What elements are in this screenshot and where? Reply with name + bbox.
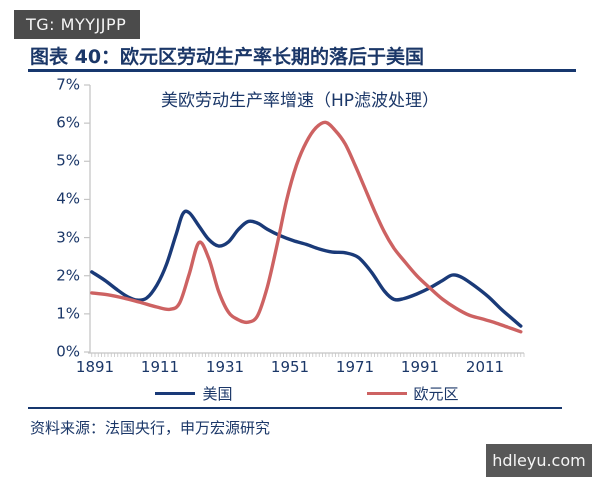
- y-axis-tick-label: 5%: [56, 151, 80, 170]
- x-axis-tick-label: 1931: [205, 358, 245, 376]
- series-line-us: [90, 209, 523, 328]
- x-axis-tick-label: 1991: [400, 358, 440, 376]
- legend-label: 美国: [202, 385, 233, 403]
- footer-separator: [28, 407, 562, 409]
- x-axis-tick-label: 1911: [140, 358, 180, 376]
- legend-item-eurozone: 欧元区: [366, 383, 459, 404]
- y-axis-tick-label: 1%: [56, 304, 80, 323]
- chart-title: 美欧劳动生产率增速（HP滤波处理）: [160, 91, 440, 111]
- x-axis-tick-label: 1891: [75, 358, 115, 376]
- y-axis-tick-label: 4%: [56, 190, 80, 209]
- y-axis-tick-label: 3%: [56, 228, 80, 247]
- y-axis-tick-label: 7%: [56, 75, 80, 94]
- y-axis-tick-label: 6%: [56, 113, 80, 132]
- y-axis-tick-label: 2%: [56, 266, 80, 285]
- series-line-eurozone: [90, 120, 523, 334]
- watermark-badge-bottom: hdleyu.com: [486, 444, 592, 477]
- legend-swatch: [155, 392, 196, 395]
- legend-label: 欧元区: [413, 385, 459, 403]
- x-axis-tick-label: 2011: [465, 358, 505, 376]
- x-axis-tick-label: 1971: [335, 358, 375, 376]
- legend-item-us: 美国: [155, 383, 233, 404]
- title-underline: [28, 69, 576, 72]
- figure-title: 图表 40：欧元区劳动生产率长期的落后于美国: [30, 46, 425, 68]
- watermark-badge-top: TG: MYYJJPP: [14, 10, 141, 39]
- source-note: 资料来源：法国央行，申万宏源研究: [30, 419, 271, 437]
- chart-legend: 美国 欧元区: [90, 383, 524, 404]
- legend-swatch: [366, 392, 407, 395]
- x-axis-tick-label: 1951: [270, 358, 310, 376]
- y-axis-tick-label: 0%: [56, 342, 80, 361]
